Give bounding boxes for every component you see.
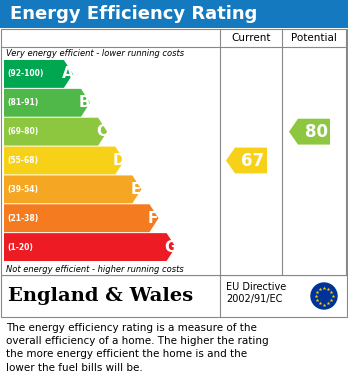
Text: (69-80): (69-80): [7, 127, 38, 136]
Circle shape: [311, 283, 337, 309]
Text: 80: 80: [304, 123, 327, 141]
Text: F: F: [148, 211, 158, 226]
Text: Very energy efficient - lower running costs: Very energy efficient - lower running co…: [6, 48, 184, 57]
Text: Not energy efficient - higher running costs: Not energy efficient - higher running co…: [6, 264, 184, 273]
Text: (39-54): (39-54): [7, 185, 38, 194]
Text: Current: Current: [231, 33, 271, 43]
Bar: [1, 29, 347, 275]
Polygon shape: [226, 147, 267, 174]
Text: The energy efficiency rating is a measure of the
overall efficiency of a home. T: The energy efficiency rating is a measur…: [6, 323, 269, 373]
Text: England & Wales: England & Wales: [8, 287, 193, 305]
Polygon shape: [4, 204, 159, 232]
Text: 67: 67: [242, 151, 264, 170]
Text: (21-38): (21-38): [7, 214, 38, 223]
Text: (92-100): (92-100): [7, 70, 44, 79]
Text: Energy Efficiency Rating: Energy Efficiency Rating: [10, 5, 258, 23]
Text: C: C: [96, 124, 107, 139]
Text: (55-68): (55-68): [7, 156, 38, 165]
Text: D: D: [112, 153, 125, 168]
Polygon shape: [4, 118, 107, 145]
Text: (1-20): (1-20): [7, 242, 33, 251]
Text: Potential: Potential: [291, 33, 337, 43]
Text: E: E: [131, 182, 141, 197]
Text: B: B: [79, 95, 90, 110]
Polygon shape: [4, 147, 124, 174]
Polygon shape: [289, 119, 330, 145]
Polygon shape: [4, 233, 176, 261]
Polygon shape: [4, 60, 73, 88]
Polygon shape: [4, 89, 90, 117]
Text: G: G: [164, 240, 176, 255]
Bar: [1, 275, 347, 317]
Text: A: A: [62, 66, 73, 81]
Polygon shape: [4, 176, 141, 203]
Text: (81-91): (81-91): [7, 98, 38, 107]
Bar: [0, 0, 348, 28]
Text: EU Directive
2002/91/EC: EU Directive 2002/91/EC: [226, 282, 286, 304]
